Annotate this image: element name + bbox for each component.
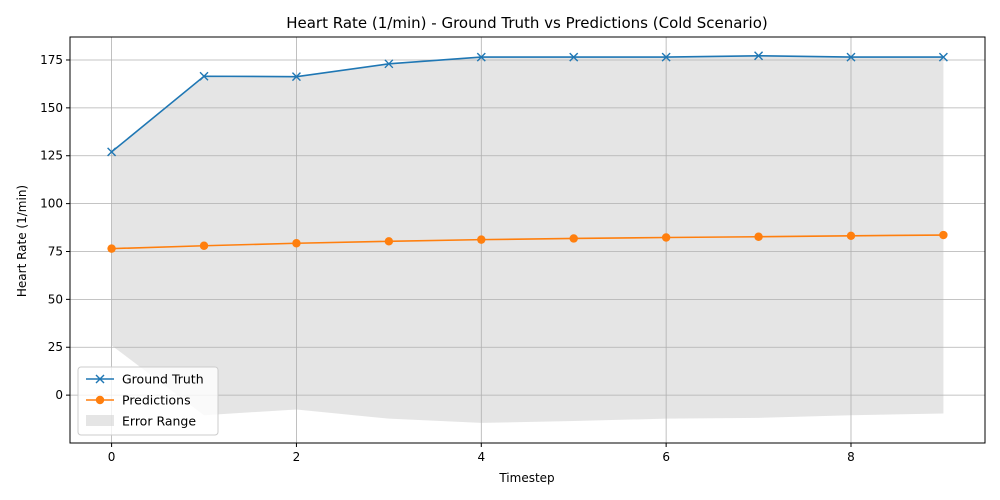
legend-swatch xyxy=(86,415,114,426)
data-point xyxy=(291,72,301,82)
x-tick-label: 6 xyxy=(662,450,670,464)
data-point xyxy=(477,235,486,244)
data-point-stroke xyxy=(291,72,301,82)
data-point-stroke xyxy=(846,52,856,62)
legend-marker-stroke xyxy=(95,374,105,384)
data-point xyxy=(846,231,856,240)
y-tick-label: 125 xyxy=(40,149,63,163)
data-point-stroke xyxy=(661,52,671,62)
axes-frame xyxy=(69,36,986,444)
series-line-0 xyxy=(111,54,944,153)
legend-marker xyxy=(95,374,105,384)
x-axis-label: Timestep xyxy=(498,471,554,485)
data-point xyxy=(384,59,394,69)
data-point-stroke xyxy=(569,52,579,62)
data-point-stroke xyxy=(384,59,394,69)
x-tick-label: 0 xyxy=(108,450,116,464)
data-point xyxy=(107,244,116,253)
data-point xyxy=(754,232,763,241)
series-line-1 xyxy=(111,234,944,250)
data-point-stroke xyxy=(199,71,209,81)
data-point xyxy=(661,52,671,62)
y-tick-label: 75 xyxy=(48,244,63,258)
legend-label: Error Range xyxy=(122,414,196,429)
legend-label: Ground Truth xyxy=(122,372,204,387)
data-point xyxy=(754,51,764,61)
y-tick-label: 175 xyxy=(40,53,63,67)
data-point xyxy=(939,230,948,240)
x-tick-label: 2 xyxy=(293,450,301,464)
data-point xyxy=(569,52,579,62)
y-tick-label: 0 xyxy=(55,388,63,402)
data-point-stroke xyxy=(107,147,117,157)
data-point-stroke xyxy=(754,51,764,61)
y-tick-label: 100 xyxy=(40,197,63,211)
legend: Ground Truth Predictions Error Range xyxy=(77,366,219,436)
data-point xyxy=(199,241,209,250)
data-point xyxy=(569,234,578,243)
data-point xyxy=(661,233,671,242)
plot-area: 0 2 4 6 8 0 25 50 75 100 125 150 175 xyxy=(40,36,986,464)
data-point-stroke xyxy=(938,52,948,62)
data-point xyxy=(846,52,856,62)
data-point xyxy=(107,147,117,157)
y-tick-label: 50 xyxy=(48,292,63,306)
y-axis-label: Heart Rate (1/min) xyxy=(15,185,29,297)
legend-label: Predictions xyxy=(122,393,191,408)
x-tick-label: 4 xyxy=(477,450,485,464)
data-point xyxy=(476,52,486,62)
legend-marker xyxy=(95,395,105,405)
data-point xyxy=(384,237,394,246)
x-tick-label: 8 xyxy=(847,450,855,464)
y-tick-label: 25 xyxy=(48,340,63,354)
y-tick-label: 150 xyxy=(40,101,63,115)
data-point xyxy=(292,239,301,248)
data-point-stroke xyxy=(476,52,486,62)
data-point xyxy=(199,71,209,81)
data-point xyxy=(938,52,948,62)
chart-title: Heart Rate (1/min) - Ground Truth vs Pre… xyxy=(286,14,768,32)
